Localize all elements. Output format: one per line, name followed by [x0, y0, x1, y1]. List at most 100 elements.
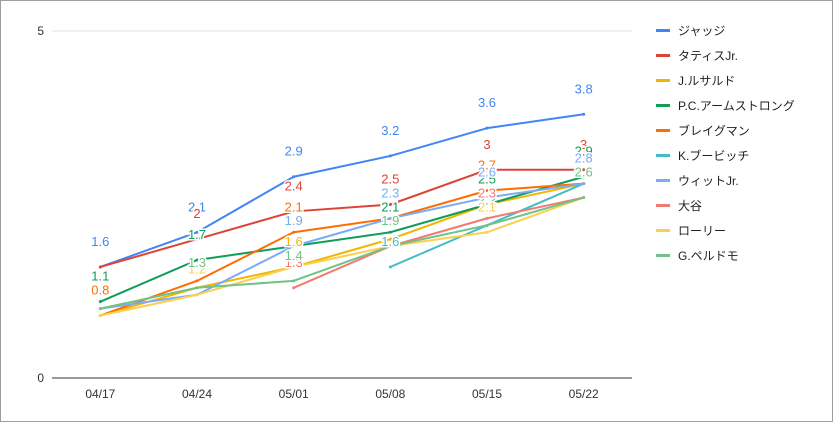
data-label-s4-0: 0.8 — [91, 283, 109, 298]
data-label-s9-3: 1.9 — [381, 213, 399, 228]
data-point-s1-3 — [388, 203, 392, 206]
data-point-s4-2 — [292, 230, 296, 234]
legend-label: タティスJr. — [678, 49, 738, 63]
x-tick-label-05-08: 05/08 — [375, 387, 405, 401]
legend-swatch — [656, 129, 670, 132]
data-label-s4-2: 2.1 — [285, 199, 303, 214]
data-point-s0-5 — [582, 112, 586, 116]
data-point-s1-4 — [485, 168, 489, 172]
data-point-s3-1 — [195, 258, 199, 262]
legend-swatch — [656, 229, 670, 232]
data-label-s9-5: 2.6 — [575, 165, 593, 180]
data-point-s5-3 — [388, 265, 392, 269]
data-label-s1-2: 2.4 — [285, 178, 303, 193]
data-label-s7-2: 1.3 — [285, 255, 303, 270]
legend-swatch — [656, 179, 670, 182]
data-label-s3-1: 1.7 — [188, 227, 206, 242]
data-point-s6-3 — [388, 216, 392, 220]
data-label-s5-3: 1.6 — [381, 234, 399, 249]
data-label-s3-0: 1.1 — [91, 269, 109, 284]
data-label-s1-3: 2.5 — [381, 172, 399, 187]
series-line-7-seg-0 — [293, 196, 584, 289]
data-label-s0-3: 3.2 — [381, 123, 399, 138]
legend-item-4: ブレイグマン — [656, 118, 831, 143]
legend-swatch — [656, 154, 670, 157]
data-label-s9-2: 1.4 — [285, 248, 303, 263]
legend-item-3: P.C.アームストロング — [656, 93, 831, 118]
legend-swatch — [656, 54, 670, 57]
series-line-9-seg-0 — [100, 196, 584, 310]
data-point-s9-4 — [485, 223, 489, 227]
series-line-8-seg-0 — [100, 196, 585, 317]
data-point-s7-2 — [292, 286, 296, 290]
data-point-s8-2 — [292, 265, 296, 269]
data-point-s6-4 — [485, 196, 489, 200]
data-label-s2-2: 1.6 — [285, 234, 303, 249]
data-point-s2-3 — [388, 237, 392, 241]
data-label-s0-5: 3.8 — [575, 81, 593, 96]
data-label-s2-0: 0.9 — [91, 283, 109, 298]
data-point-s0-2 — [292, 175, 296, 179]
data-point-s9-5 — [582, 196, 586, 200]
legend-label: ブレイグマン — [678, 124, 750, 138]
data-point-s0-3 — [388, 154, 392, 158]
series-line-6-seg-0 — [100, 182, 584, 310]
data-label-s8-1: 1.2 — [188, 262, 206, 277]
data-point-s8-0 — [98, 314, 102, 318]
data-point-s3-4 — [485, 203, 489, 206]
data-label-s1-4: 3 — [483, 137, 490, 152]
series-line-3-seg-0 — [99, 175, 584, 303]
data-point-s1-2 — [292, 209, 296, 213]
data-label-s1-1: 2 — [193, 206, 200, 221]
data-label-s8-4: 2.1 — [478, 199, 496, 214]
data-point-s6-5 — [582, 182, 586, 186]
data-point-s9-1 — [195, 286, 199, 290]
x-tick-label-04-17: 04/17 — [85, 387, 115, 401]
legend-label: P.C.アームストロング — [678, 99, 795, 113]
series-line-4-seg-0 — [99, 182, 584, 317]
data-label-s1-5: 3 — [580, 137, 587, 152]
data-label-s5-4: 2.2 — [478, 192, 496, 207]
series-layer — [98, 112, 586, 318]
data-point-s3-3 — [388, 230, 392, 234]
data-label-layer: 1.6 2.1 2.9 3.2 3.6 3.8 2 2.4 2.5 3 3 0.9 1.6 1.1 1.7 2… — [90, 80, 594, 299]
legend-item-0: ジャッジ — [656, 18, 831, 43]
legend-item-5: K.ブービッチ — [656, 143, 831, 168]
data-label-s4-4: 2.7 — [478, 158, 496, 173]
series-line-2-seg-0 — [100, 182, 584, 317]
legend-item-9: G.ペルドモ — [656, 243, 831, 268]
chart-legend: ジャッジタティスJr. J.ルサルド P.C.アームストロング ブレイグマン K.ブービ… — [656, 18, 831, 268]
axis-layer: 0 5 04/17 04/24 05/01 05/08 05/15 05/22 — [37, 24, 632, 401]
legend-item-2: J.ルサルド — [656, 68, 831, 93]
data-point-s1-1 — [195, 237, 199, 241]
legend-label: J.ルサルド — [678, 74, 736, 88]
data-point-s0-1 — [195, 230, 199, 234]
data-label-s7-4: 2.3 — [478, 185, 496, 200]
data-label-s9-1: 1.3 — [188, 255, 206, 270]
x-tick-label-05-15: 05/15 — [472, 387, 502, 401]
data-point-s0-4 — [485, 126, 489, 130]
data-label-s3-4: 2.5 — [478, 172, 496, 187]
data-point-s1-5 — [582, 168, 586, 172]
legend-label: K.ブービッチ — [678, 149, 750, 163]
data-point-s7-4 — [485, 216, 489, 220]
series-line-1-seg-0 — [100, 168, 584, 268]
legend-item-8: ローリー — [656, 218, 831, 243]
data-point-s3-0 — [98, 300, 102, 304]
data-point-s8-4 — [485, 230, 489, 234]
data-point-s1-0 — [98, 265, 102, 269]
data-point-s4-4 — [485, 189, 489, 193]
legend-label: ウィットJr. — [678, 174, 739, 188]
data-point-s9-2 — [292, 279, 296, 283]
x-tick-label-05-01: 05/01 — [279, 387, 309, 401]
legend-label: ローリー — [678, 224, 727, 238]
data-label-s6-3: 2.3 — [381, 185, 399, 200]
data-point-s6-2 — [292, 244, 296, 248]
data-label-s6-2: 1.9 — [285, 213, 303, 228]
legend-swatch — [656, 204, 670, 207]
data-point-s9-3 — [388, 244, 392, 248]
legend-item-7: 大谷 — [656, 193, 831, 218]
series-line-0-seg-0 — [99, 113, 584, 268]
data-label-s0-2: 2.9 — [285, 144, 303, 159]
data-point-s9-0 — [98, 307, 102, 311]
